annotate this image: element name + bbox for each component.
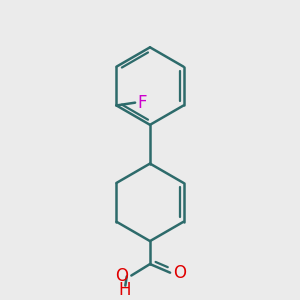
Text: F: F bbox=[137, 94, 147, 112]
Text: H: H bbox=[118, 281, 130, 299]
Text: O: O bbox=[116, 266, 128, 284]
Text: O: O bbox=[173, 264, 186, 282]
